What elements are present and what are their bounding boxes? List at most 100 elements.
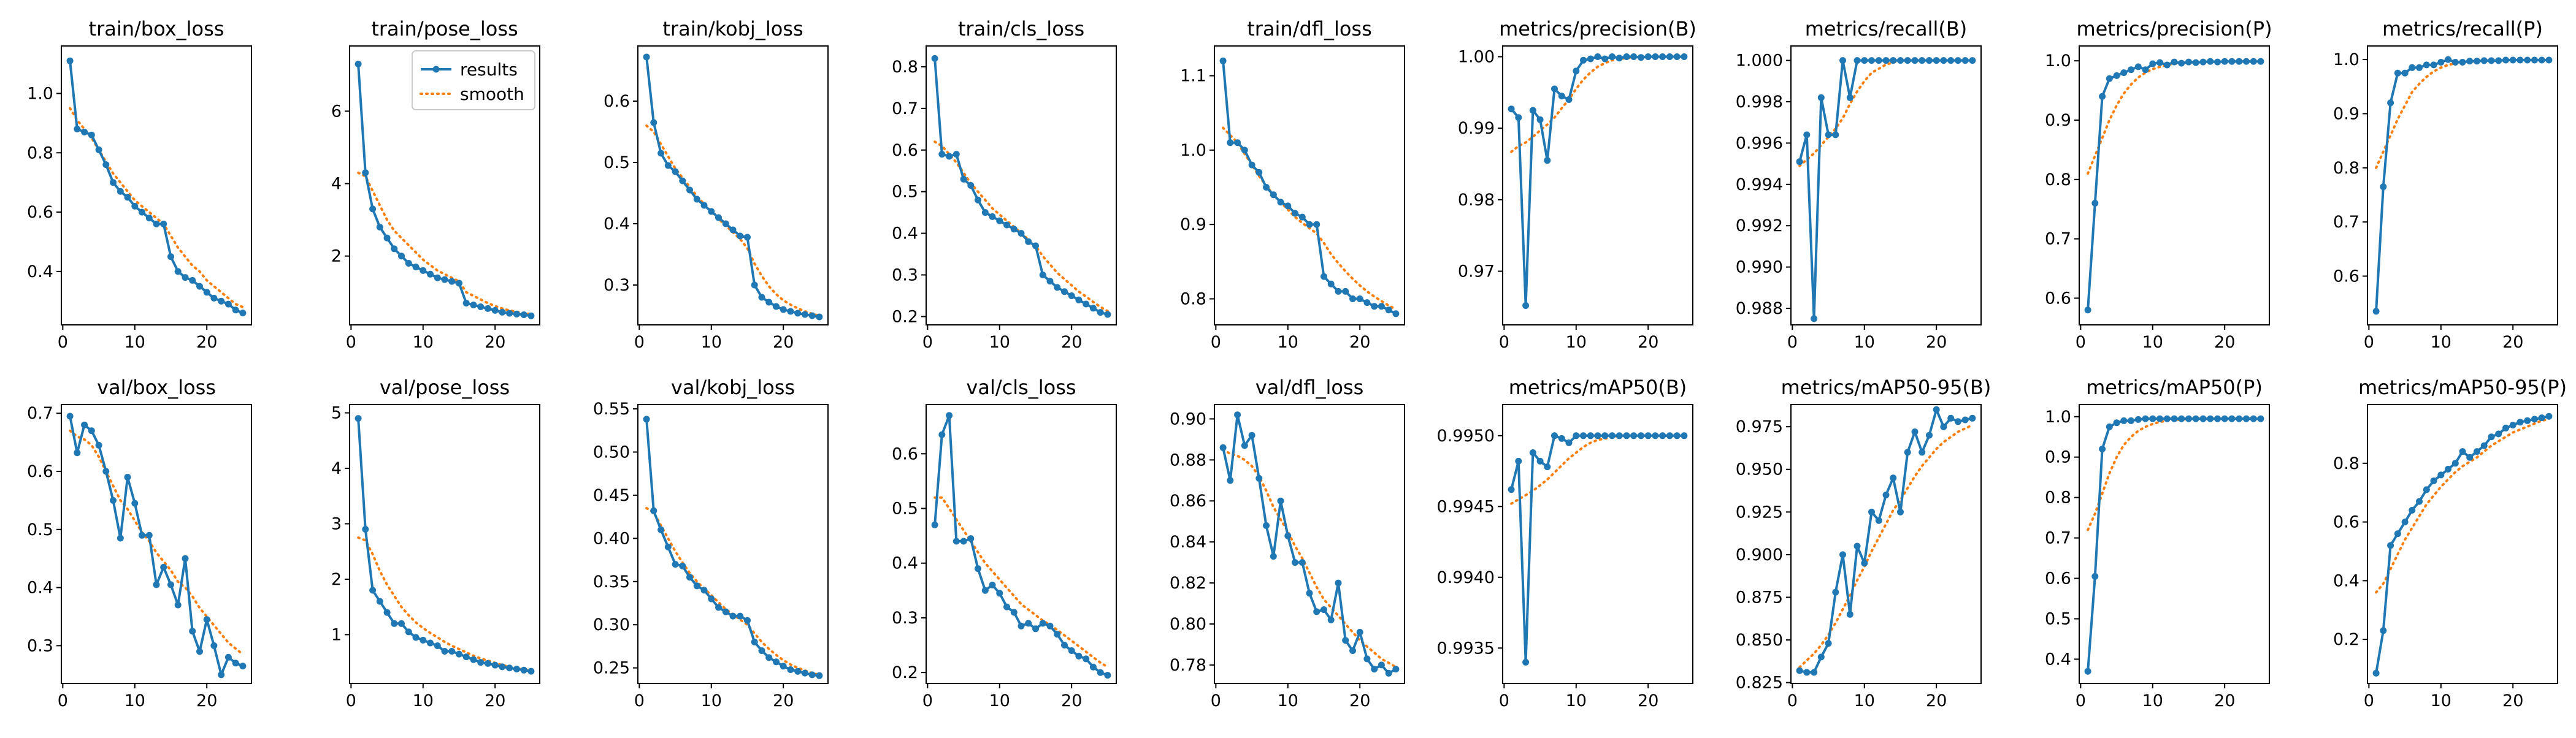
y-tick-label: 4 bbox=[331, 459, 342, 478]
results-point bbox=[996, 590, 1003, 597]
results-point bbox=[1335, 579, 1342, 587]
results-point bbox=[448, 278, 456, 285]
results-point bbox=[1313, 608, 1321, 615]
results-point bbox=[1032, 242, 1039, 249]
results-point bbox=[117, 188, 124, 195]
smooth-line bbox=[933, 496, 1109, 669]
results-point bbox=[1630, 53, 1638, 60]
results-point bbox=[2192, 415, 2199, 422]
results-point bbox=[672, 561, 679, 568]
results-point bbox=[1594, 53, 1601, 60]
results-point bbox=[434, 274, 441, 281]
x-tick-label: 20 bbox=[2214, 333, 2235, 352]
results-point bbox=[2524, 56, 2531, 64]
results-point bbox=[1803, 669, 1811, 676]
y-tick-label: 1.000 bbox=[1736, 51, 1783, 70]
results-point bbox=[758, 294, 765, 301]
results-point bbox=[2387, 542, 2394, 549]
panel-title: metrics/mAP50-95(B) bbox=[1781, 376, 1991, 399]
panel-val-cls-loss: val/cls_loss 0.2 0.3 0.4 0.5 0.6 0 10 20 bbox=[892, 376, 1117, 710]
results-point bbox=[1025, 238, 1032, 245]
results-point bbox=[1270, 553, 1277, 560]
results-point bbox=[117, 534, 124, 542]
results-point bbox=[2495, 430, 2502, 438]
x-tick-label: 0 bbox=[1211, 333, 1221, 352]
results-point bbox=[801, 311, 808, 318]
y-tick-label: 0.6 bbox=[27, 462, 53, 481]
y-tick-label: 0.9940 bbox=[1437, 568, 1495, 587]
results-point bbox=[1644, 432, 1652, 439]
results-line bbox=[2375, 58, 2549, 312]
y-tick-label: 0.8 bbox=[2045, 489, 2071, 508]
results-point bbox=[1018, 230, 1025, 237]
results-point bbox=[1104, 311, 1111, 318]
x-tick-label: 0 bbox=[58, 333, 68, 352]
results-point bbox=[975, 565, 981, 573]
results-point bbox=[1075, 296, 1083, 303]
y-tick-label: 0.7 bbox=[892, 99, 918, 118]
x-tick-label: 0 bbox=[1499, 691, 1509, 710]
results-point bbox=[81, 421, 88, 428]
x-tick-label: 0 bbox=[634, 333, 645, 352]
results-point bbox=[376, 598, 383, 605]
results-point bbox=[953, 538, 960, 545]
panel-title: train/box_loss bbox=[89, 17, 224, 40]
y-tick-label: 0.98 bbox=[1458, 191, 1495, 210]
results-point bbox=[1054, 284, 1061, 291]
results-point bbox=[808, 671, 816, 679]
results-point bbox=[427, 270, 434, 278]
x-tick-label: 0 bbox=[1787, 691, 1798, 710]
y-tick-label: 1.0 bbox=[2333, 50, 2359, 69]
smooth-line bbox=[1510, 434, 1685, 505]
plot-frame bbox=[637, 45, 829, 325]
y-tick-label: 0.4 bbox=[27, 262, 53, 281]
results-point bbox=[499, 308, 506, 316]
y-tick-label: 0.84 bbox=[1170, 533, 1206, 552]
results-point bbox=[74, 449, 81, 457]
results-point bbox=[66, 57, 74, 64]
y-tick-label: 0.8 bbox=[2333, 159, 2359, 178]
results-point bbox=[1097, 309, 1104, 316]
plot-frame bbox=[2367, 45, 2558, 325]
y-tick-label: 0.99 bbox=[1458, 119, 1495, 138]
y-tick-label: 0.4 bbox=[604, 215, 630, 234]
y-tick-label: 0.9950 bbox=[1437, 427, 1495, 446]
results-point bbox=[1227, 477, 1234, 484]
plot-frame bbox=[1790, 404, 1982, 684]
y-tick-label: 0.7 bbox=[2333, 213, 2359, 232]
results-point bbox=[1616, 55, 1623, 62]
smooth-line bbox=[2375, 417, 2550, 594]
results-point bbox=[2257, 58, 2264, 65]
results-point bbox=[2084, 306, 2091, 314]
y-tick-label: 6 bbox=[331, 102, 342, 121]
results-point bbox=[1241, 146, 1248, 154]
panel-title: metrics/recall(B) bbox=[1805, 17, 1968, 40]
results-point bbox=[2149, 60, 2156, 67]
results-point bbox=[2459, 59, 2466, 66]
y-tick-label: 0.5 bbox=[892, 500, 918, 519]
y-tick-label: 4 bbox=[331, 175, 342, 194]
results-point bbox=[1882, 492, 1890, 498]
results-point bbox=[1594, 432, 1601, 439]
results-point bbox=[74, 126, 81, 132]
results-point bbox=[946, 412, 953, 419]
results-point bbox=[1630, 432, 1638, 439]
results-point bbox=[398, 620, 405, 627]
results-point bbox=[145, 531, 153, 539]
results-point bbox=[765, 654, 773, 661]
results-point bbox=[2416, 498, 2423, 505]
y-tick-label: 0.2 bbox=[892, 663, 918, 682]
results-point bbox=[2171, 58, 2178, 66]
results-point bbox=[1861, 560, 1868, 567]
results-point bbox=[1515, 114, 1522, 121]
results-point bbox=[2488, 57, 2495, 64]
y-tick-label: 0.25 bbox=[593, 659, 630, 678]
results-point bbox=[1536, 457, 1544, 465]
results-point bbox=[1551, 432, 1558, 439]
results-point bbox=[1940, 423, 1947, 430]
x-tick-label: 10 bbox=[413, 333, 434, 352]
results-point bbox=[456, 280, 462, 287]
smooth-line bbox=[645, 124, 821, 317]
results-point bbox=[1536, 116, 1544, 123]
results-point bbox=[2257, 415, 2264, 422]
